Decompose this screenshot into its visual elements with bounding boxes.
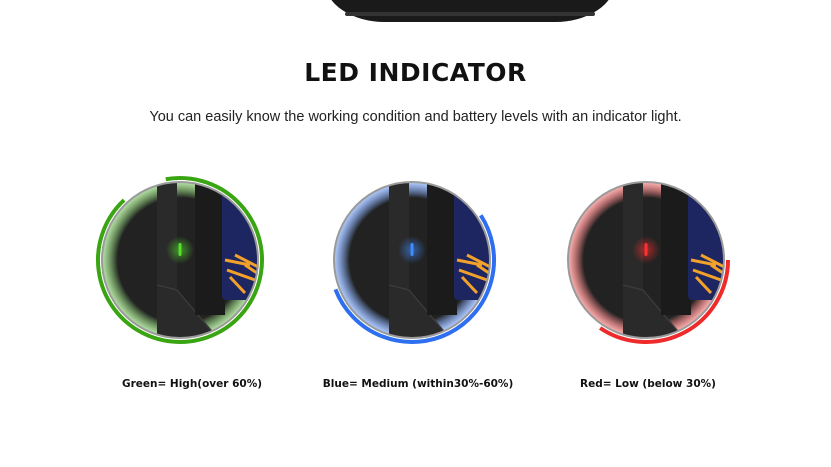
red-caption: Red= Low (below 30%) xyxy=(580,378,716,390)
screen-orange-graphic xyxy=(456,253,490,295)
screen-yellow-graphic xyxy=(721,210,724,245)
blue-caption: Blue= Medium (within30%-60%) xyxy=(322,378,514,390)
red-indicator-image xyxy=(567,181,730,344)
page-title: LED INDICATOR xyxy=(304,58,527,87)
page-subtitle: You can easily know the working conditio… xyxy=(149,109,682,125)
device-edge xyxy=(389,182,447,338)
device-screen xyxy=(688,190,724,300)
red-battery-arc xyxy=(599,259,730,344)
lens-rim xyxy=(333,181,491,339)
green-led-icon xyxy=(178,243,182,256)
device-edge xyxy=(157,182,215,338)
green-battery-arc xyxy=(96,176,264,344)
lens-rim xyxy=(101,181,259,339)
device-screen xyxy=(222,190,258,300)
green-indicator-image xyxy=(96,176,264,344)
green-caption: Green= High(over 60%) xyxy=(121,378,263,390)
blue-led-icon xyxy=(410,243,414,256)
screen-orange-graphic xyxy=(224,253,258,295)
device-top-image xyxy=(325,0,615,22)
red-led-icon xyxy=(644,243,648,256)
blue-indicator-image xyxy=(333,181,496,344)
lens-rim xyxy=(567,181,725,339)
blue-battery-arc xyxy=(333,214,496,344)
device-edge xyxy=(623,182,681,338)
screen-orange-graphic xyxy=(690,253,724,295)
device-screen xyxy=(454,190,490,300)
